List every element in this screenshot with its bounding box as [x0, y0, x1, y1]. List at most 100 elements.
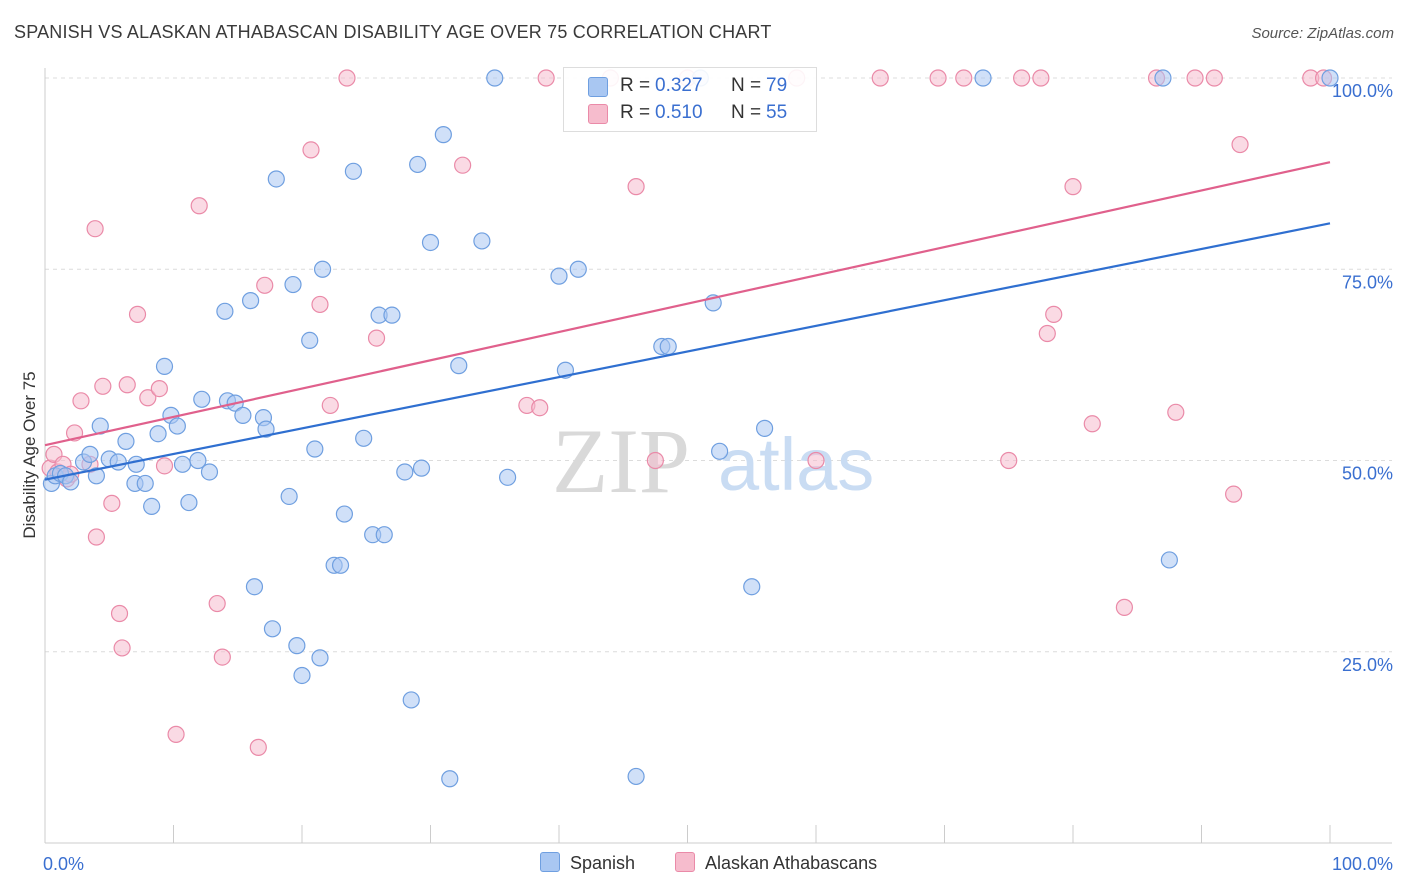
- spanish-point: [136, 474, 154, 493]
- alaskan-point: [321, 396, 339, 415]
- spanish-point: [180, 493, 198, 512]
- spanish-point: [743, 578, 761, 596]
- spanish-point: [149, 425, 167, 443]
- bottom-legend-label-spanish: Spanish: [570, 853, 636, 873]
- alaskan-point: [1064, 178, 1082, 196]
- spanish-point: [234, 406, 252, 424]
- spanish-point: [280, 487, 298, 506]
- alaskan-point: [1000, 451, 1018, 470]
- spanish-point: [335, 505, 354, 523]
- spanish-point: [711, 442, 729, 460]
- spanish-point: [383, 306, 401, 324]
- alaskan-point: [155, 457, 174, 475]
- spanish-point: [301, 331, 319, 349]
- legend-swatch-alaskan: [588, 104, 608, 124]
- alaskan-point: [1012, 69, 1031, 87]
- spanish-point: [755, 419, 774, 437]
- spanish-point: [87, 467, 106, 485]
- spanish-point: [1321, 69, 1339, 87]
- legend-n-label-spanish: N =: [731, 75, 762, 96]
- alaskan-point: [94, 377, 112, 395]
- spanish-points: [42, 69, 1339, 788]
- spanish-point: [659, 337, 677, 356]
- spanish-point: [284, 275, 302, 294]
- alaskan-point: [87, 528, 106, 546]
- spanish-point: [81, 445, 99, 463]
- spanish-point: [245, 578, 264, 596]
- spanish-point: [109, 453, 127, 471]
- alaskan-point: [1032, 69, 1050, 87]
- alaskan-point: [646, 451, 664, 470]
- legend-swatch-spanish: [588, 77, 608, 97]
- y-axis-label: Disability Age Over 75: [20, 371, 39, 538]
- alaskan-point: [213, 648, 231, 666]
- alaskan-point: [338, 69, 356, 87]
- legend-r-value-alaskan: 0.510: [655, 102, 703, 123]
- spanish-point: [189, 451, 207, 470]
- alaskan-point: [1231, 135, 1249, 154]
- source-label: Source: ZipAtlas.com: [1251, 25, 1394, 42]
- alaskan-point: [249, 738, 267, 756]
- legend-box: R = 0.327 N = 79 R = 0.510 N = 55: [563, 67, 817, 132]
- alaskan-point: [1186, 69, 1204, 87]
- spanish-point: [486, 69, 504, 87]
- alaskan-point: [118, 376, 136, 394]
- alaskan-point: [627, 178, 645, 196]
- alaskan-point: [531, 399, 549, 417]
- spanish-point: [473, 232, 491, 250]
- alaskan-point: [807, 451, 825, 470]
- spanish-point: [117, 432, 135, 450]
- alaskan-point: [167, 725, 185, 743]
- spanish-point: [193, 390, 211, 408]
- legend-n-label-alaskan: N =: [731, 102, 762, 123]
- alaskan-point: [302, 141, 320, 159]
- alaskan-point: [454, 156, 472, 174]
- spanish-point: [355, 429, 373, 447]
- spanish-point: [421, 233, 440, 252]
- alaskan-point: [113, 639, 131, 657]
- spanish-point: [200, 463, 219, 481]
- alaskan-trend-line: [44, 161, 1331, 447]
- spanish-point: [499, 468, 517, 486]
- spanish-point: [242, 292, 260, 310]
- alaskan-point: [110, 604, 129, 623]
- gridlines: [45, 77, 1392, 653]
- alaskan-point: [208, 594, 226, 613]
- alaskan-point: [103, 494, 121, 512]
- bottom-legend-swatch-spanish: [540, 852, 560, 872]
- spanish-point: [173, 455, 192, 473]
- spanish-point: [450, 357, 468, 375]
- spanish-point: [311, 649, 329, 667]
- spanish-point: [441, 770, 459, 788]
- y-tick-label: 100.0%: [1332, 81, 1393, 101]
- alaskan-point: [1225, 485, 1243, 503]
- bottom-legend-swatch-alaskan: [675, 852, 695, 872]
- alaskan-point: [128, 305, 147, 323]
- bottom-legend-label-alaskan: Alaskan Athabascans: [705, 853, 878, 873]
- alaskan-point: [955, 69, 973, 87]
- y-tick-label: 75.0%: [1342, 272, 1393, 292]
- legend-r-label-spanish: R =: [620, 75, 651, 96]
- spanish-point: [412, 459, 431, 477]
- chart-title: SPANISH VS ALASKAN ATHABASCAN DISABILITY…: [14, 22, 772, 42]
- x-tick-label: 100.0%: [1332, 854, 1393, 874]
- spanish-point: [974, 69, 992, 87]
- alaskan-point: [1038, 324, 1056, 343]
- alaskan-point: [929, 69, 947, 87]
- axes: [44, 68, 1392, 844]
- x-tick-label: 0.0%: [43, 854, 84, 874]
- spanish-point: [263, 620, 282, 638]
- spanish-point: [168, 417, 186, 435]
- alaskan-point: [537, 69, 555, 87]
- spanish-point: [550, 267, 568, 285]
- spanish-trend-line: [44, 222, 1331, 481]
- spanish-point: [344, 162, 362, 180]
- alaskan-point: [367, 329, 386, 347]
- tick-labels: 25.0% 50.0% 75.0% 100.0% 0.0% 100.0%: [43, 81, 1393, 874]
- alaskan-point: [1115, 598, 1134, 616]
- alaskan-point: [139, 389, 157, 407]
- spanish-point: [288, 637, 306, 655]
- legend-r-label-alaskan: R =: [620, 102, 651, 123]
- legend-n-value-spanish: 79: [766, 75, 788, 96]
